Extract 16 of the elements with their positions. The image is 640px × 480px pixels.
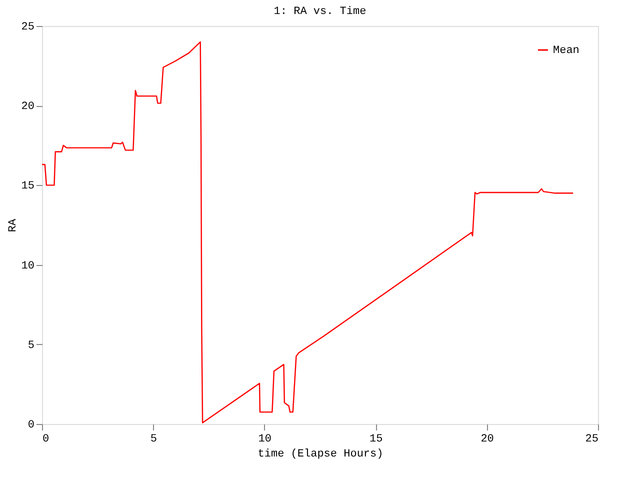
x-tick-label: 20 <box>480 434 494 446</box>
y-tick-label: 25 <box>21 22 34 34</box>
y-tick-label: 15 <box>21 180 34 193</box>
y-tick-label: 20 <box>21 101 34 114</box>
x-tick-label: 25 <box>585 434 598 446</box>
y-tick-label: 0 <box>28 420 34 432</box>
x-tick-label: 0 <box>42 434 50 446</box>
y-tick-label: 5 <box>28 340 34 352</box>
x-tick-label: 5 <box>150 434 158 446</box>
y-tick-label: 10 <box>21 260 34 272</box>
x-axis-title: time (Elapse Hours) <box>258 448 384 460</box>
chart-title: 1: RA vs. Time <box>274 6 366 18</box>
x-tick-label: 15 <box>370 434 383 446</box>
y-axis-title: RA <box>7 218 20 232</box>
x-tick-label: 10 <box>258 434 272 446</box>
legend-label: Mean <box>553 45 580 57</box>
